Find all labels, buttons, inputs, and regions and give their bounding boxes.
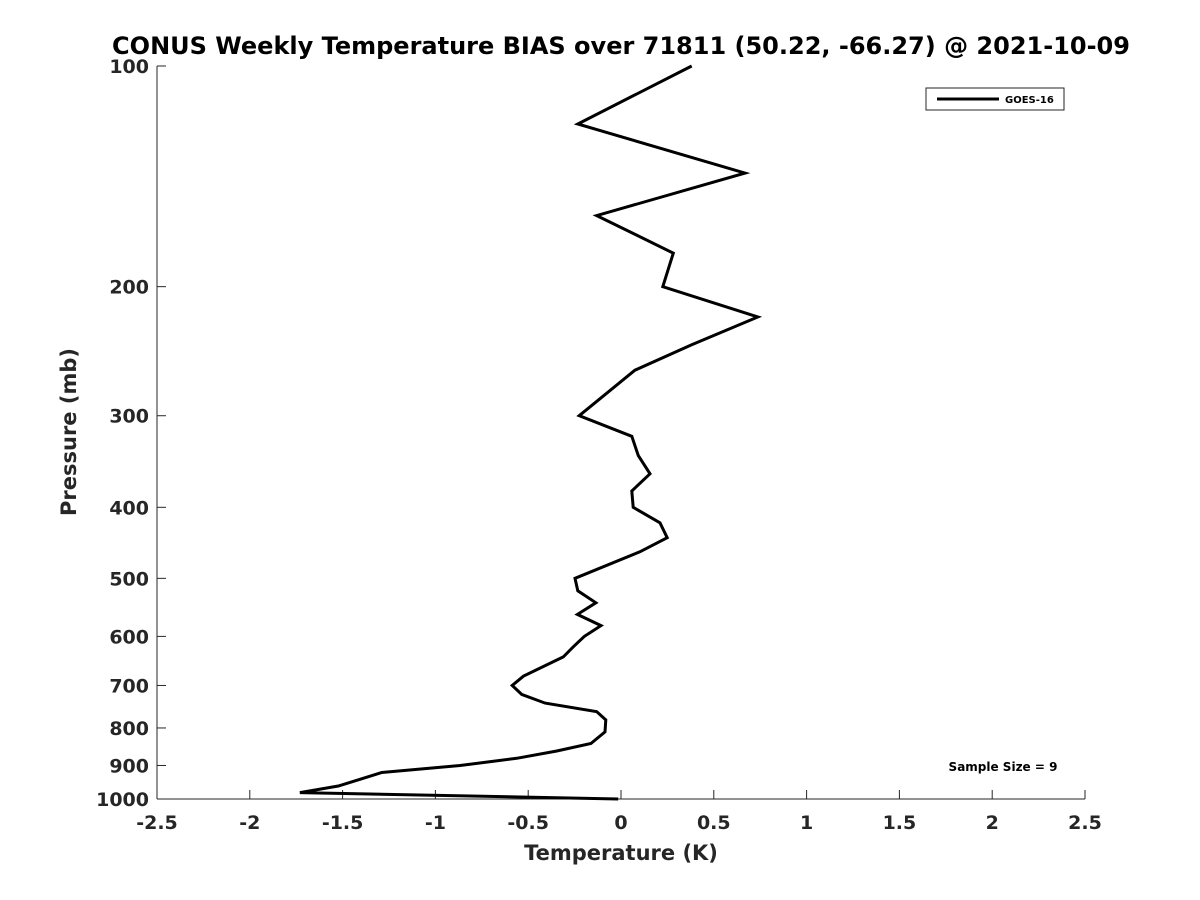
legend: GOES-16 [925, 87, 1065, 111]
y-axis-label: Pressure (mb) [57, 348, 81, 516]
x-tick-label: -0.5 [507, 812, 549, 834]
y-tick-label: 900 [109, 755, 149, 777]
y-tick-label: 700 [109, 675, 149, 697]
x-tick-label: 2.5 [1068, 812, 1102, 834]
sample-size-annotation: Sample Size = 9 [949, 760, 1058, 774]
x-tick-label: 1 [800, 812, 813, 834]
y-tick-label: 600 [109, 626, 149, 648]
x-tick-label: -1.5 [322, 812, 364, 834]
y-tick-label: 100 [109, 56, 149, 78]
legend-label: GOES-16 [1005, 95, 1054, 106]
series-line-goes-16 [299, 64, 763, 801]
x-tick-label: -1 [425, 812, 446, 834]
x-tick-label: 0 [614, 812, 627, 834]
x-tick-label: 2 [986, 812, 999, 834]
chart-title: CONUS Weekly Temperature BIAS over 71811… [112, 32, 1130, 60]
y-tick-label: 200 [109, 277, 149, 299]
y-tick-label: 400 [109, 497, 149, 519]
x-tick-label: 1.5 [883, 812, 917, 834]
x-tick-label: -2 [239, 812, 260, 834]
y-tick-label: 1000 [96, 789, 149, 811]
y-tick-label: 300 [109, 406, 149, 428]
x-tick-label: 0.5 [697, 812, 731, 834]
y-tick-label: 800 [109, 718, 149, 740]
x-axis-label: Temperature (K) [524, 841, 718, 865]
x-tick-label: -2.5 [136, 812, 178, 834]
y-tick-label: 500 [109, 568, 149, 590]
